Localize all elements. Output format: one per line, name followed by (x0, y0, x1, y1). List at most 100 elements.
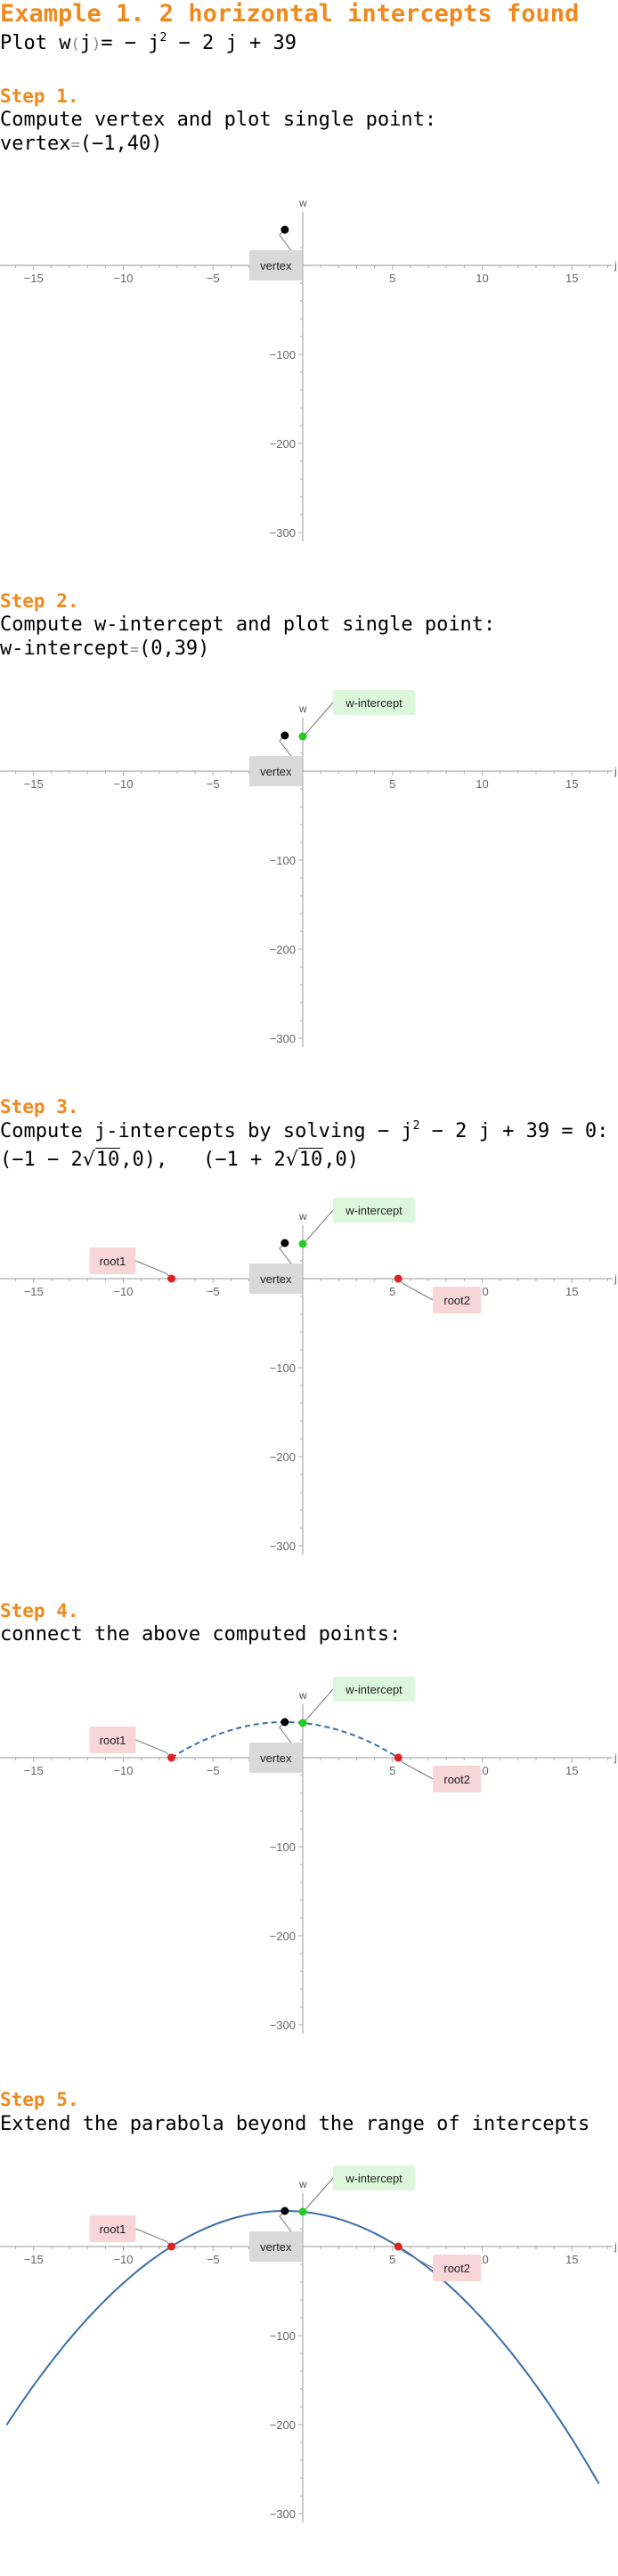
w-intercept-label-box (333, 690, 415, 715)
step-3-roots: (−1 − 2√10,0), (−1 + 2√10,0) (0, 1148, 359, 1172)
x-tick-label: −15 (24, 777, 44, 791)
w-intercept-point (298, 1239, 307, 1248)
vertex-label-box (248, 2231, 303, 2262)
step-2-plot: j w −15 −10 −5 5 10 15 −100 −200 −300 vertex w-inter… (0, 690, 617, 1047)
root2-point (394, 1753, 403, 1762)
y-axis-label: w (298, 703, 307, 715)
x-tick-label: 5 (389, 1285, 395, 1298)
step-3-instruction: Compute j-intercepts by solving − j2 − 2… (0, 1119, 609, 1142)
y-tick-label: −100 (270, 348, 296, 362)
x-axis-label: j (614, 1272, 617, 1285)
root1-label: root1 (100, 1255, 126, 1268)
x-tick-label: 15 (565, 272, 578, 285)
w-intercept-label: w-intercept (345, 1683, 403, 1696)
x-tick-label: −5 (207, 777, 220, 791)
vertex-point (281, 225, 289, 234)
step-1-plot: j w −15 −10 −5 5 10 15 −100 −200 −300 vertex (0, 197, 617, 541)
x-axis-label: j (614, 765, 617, 777)
vertex-label: vertex (260, 259, 292, 272)
x-axis-label: j (614, 1751, 617, 1764)
root1-point (167, 1274, 176, 1283)
step-4-instruction: connect the above computed points: (0, 1623, 402, 1646)
y-tick-label: −300 (270, 1540, 296, 1553)
x-tick-label: −10 (113, 777, 133, 791)
y-tick-label: −100 (270, 854, 296, 867)
root1-leader (135, 2228, 172, 2247)
x-tick-label: 5 (389, 272, 395, 285)
vertex-label-box (248, 1743, 303, 1773)
root2-label-box (433, 2255, 482, 2281)
step-5-instruction: Extend the parabola beyond the range of … (0, 2113, 590, 2135)
root1-label: root1 (100, 1734, 126, 1747)
w-intercept-label: w-intercept (345, 696, 403, 710)
vertex-point (281, 1718, 289, 1727)
x-tick-label: −10 (113, 1285, 133, 1298)
vertex-label: vertex (260, 1751, 292, 1765)
y-axis-label: w (298, 1210, 307, 1223)
vertex-label: vertex (260, 765, 292, 778)
y-tick-label: −300 (270, 2019, 296, 2032)
w-intercept-point (298, 1719, 307, 1727)
w-intercept-label: w-intercept (345, 1204, 403, 1217)
root1-point (167, 1753, 176, 1762)
function-definition: Plot w(j)= − j2 − 2 j + 39 (0, 31, 297, 54)
root1-leader (135, 1739, 172, 1759)
step-4-plot: jw−15 −10 −5 5 10 15−100−200−300vertexw-inter… (0, 1677, 617, 2034)
y-axis-label: w (298, 2178, 307, 2190)
w-intercept-point (298, 2207, 307, 2216)
x-tick-label: 15 (565, 1285, 578, 1298)
x-tick-label: −10 (113, 272, 133, 285)
root2-point (394, 2242, 403, 2251)
y-axis-label: w (298, 1689, 307, 1702)
root2-leader (397, 1757, 434, 1780)
x-tick-label: −5 (207, 1764, 220, 1777)
step-2-heading: Step 2. (0, 590, 79, 612)
root1-label-box (89, 2215, 136, 2242)
x-tick-label: −15 (24, 2253, 44, 2266)
x-tick-label: −10 (113, 2253, 133, 2266)
x-tick-label: −10 (113, 1764, 133, 1777)
step-3-plot: jw−15 −10 −5 5 10 15−100−200−300vertexw-inter… (0, 1198, 617, 1555)
x-tick-label: −5 (207, 272, 220, 285)
root2-label: root2 (443, 2262, 470, 2275)
step-1-heading: Step 1. (0, 85, 79, 107)
y-tick-label: −300 (270, 1032, 296, 1045)
x-tick-label: 10 (476, 272, 488, 285)
x-axis-label: j (614, 2240, 617, 2253)
x-tick-label: 15 (565, 2253, 578, 2266)
y-tick-label: −300 (270, 2507, 296, 2521)
step-5-heading: Step 5. (0, 2089, 79, 2110)
step-1-instruction: Compute vertex and plot single point: (0, 109, 437, 131)
x-tick-label: −5 (207, 1285, 220, 1298)
root1-label-box (89, 1247, 136, 1274)
w-intercept-leader (302, 702, 334, 737)
x-tick-label: 5 (389, 1764, 395, 1777)
y-tick-label: −200 (270, 437, 296, 451)
root2-label: root2 (443, 1294, 470, 1307)
root1-label-box (89, 1727, 136, 1753)
x-axis-label: j (614, 259, 617, 272)
step-3-heading: Step 3. (0, 1096, 79, 1117)
y-tick-label: −100 (270, 2329, 296, 2343)
step-2-instruction: Compute w-intercept and plot single poin… (0, 614, 496, 636)
root2-label-box (433, 1766, 482, 1792)
vertex-point (281, 2206, 289, 2215)
x-tick-label: 10 (476, 777, 488, 791)
w-intercept-leader (302, 1209, 334, 1245)
root2-leader (397, 1278, 434, 1301)
y-tick-label: −200 (270, 1930, 296, 1943)
y-tick-label: −200 (270, 2418, 296, 2432)
y-axis-label: w (298, 197, 307, 209)
root2-label-box (433, 1287, 482, 1313)
vertex-label-box (248, 250, 303, 280)
root1-leader (135, 1260, 172, 1280)
vertex-label: vertex (260, 2240, 292, 2254)
x-tick-label: 15 (565, 777, 578, 791)
step-5-plot: jw−15 −10 −5 5 10 15−100−200−300vertexw-inter… (0, 2166, 617, 2523)
step-1-result: vertex=(−1,40) (0, 133, 163, 155)
step-4-heading: Step 4. (0, 1600, 79, 1621)
root2-point (394, 1274, 403, 1283)
page-title: Example 1. 2 horizontal intercepts found (0, 0, 580, 28)
x-tick-label: −15 (24, 1764, 44, 1777)
y-tick-label: −300 (270, 526, 296, 540)
